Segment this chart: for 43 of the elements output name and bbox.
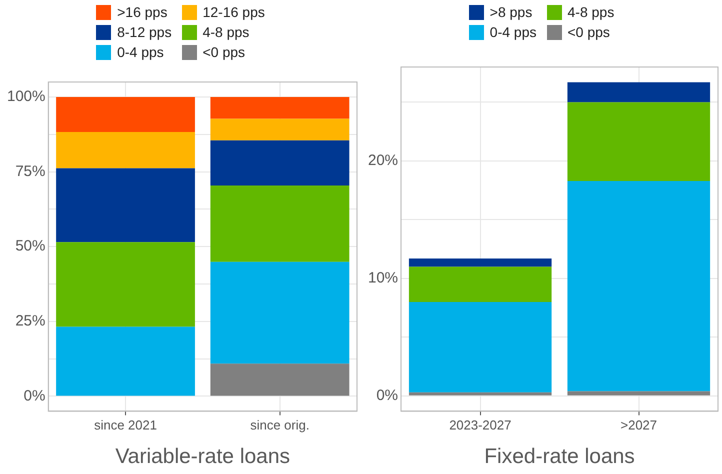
legend-label: >8 pps bbox=[490, 4, 532, 20]
bar bbox=[56, 132, 195, 168]
legend-label: <0 pps bbox=[568, 24, 610, 40]
y-tick-label: 50% bbox=[15, 238, 46, 255]
bar bbox=[567, 180, 710, 392]
y-tick-label: 0% bbox=[24, 387, 46, 404]
y-tick-label: 75% bbox=[15, 162, 46, 180]
bar bbox=[210, 96, 350, 119]
bar bbox=[210, 186, 350, 262]
bar bbox=[408, 302, 552, 392]
y-tick-label: 10% bbox=[368, 270, 398, 287]
bar bbox=[210, 262, 350, 364]
x-tick-label: 2023-2027 bbox=[449, 418, 512, 433]
bar bbox=[567, 102, 710, 181]
bar bbox=[567, 82, 710, 102]
y-tick-label: 25% bbox=[15, 312, 46, 330]
x-axis-title: Fixed-rate loans bbox=[484, 445, 635, 468]
bar bbox=[408, 392, 552, 396]
bar bbox=[408, 258, 552, 267]
bar bbox=[56, 96, 195, 132]
y-tick-label: 100% bbox=[6, 88, 46, 106]
bar bbox=[567, 391, 710, 396]
bar bbox=[210, 364, 350, 396]
bar bbox=[56, 326, 195, 396]
y-tick-label: 0% bbox=[376, 387, 398, 404]
bar bbox=[210, 140, 350, 186]
legend-label: <0 pps bbox=[202, 44, 246, 60]
legend-label: 0-4 pps bbox=[117, 44, 164, 60]
legend-label: >16 pps bbox=[117, 4, 168, 20]
bar bbox=[408, 266, 552, 302]
legend-label: 4-8 pps bbox=[202, 24, 250, 40]
x-tick-label: >2027 bbox=[620, 418, 658, 433]
legend-label: 4-8 pps bbox=[568, 4, 614, 20]
legend-label: 0-4 pps bbox=[490, 24, 536, 40]
x-tick-label: since orig. bbox=[250, 418, 310, 433]
bar bbox=[56, 168, 195, 242]
bar bbox=[56, 242, 195, 327]
legend-label: 8-12 pps bbox=[117, 24, 172, 40]
x-tick-label: since 2021 bbox=[94, 418, 157, 433]
x-axis-title: Variable-rate loans bbox=[115, 445, 290, 468]
bar bbox=[210, 118, 350, 140]
legend-label: 12-16 pps bbox=[202, 4, 265, 20]
y-tick-label: 20% bbox=[368, 152, 398, 170]
